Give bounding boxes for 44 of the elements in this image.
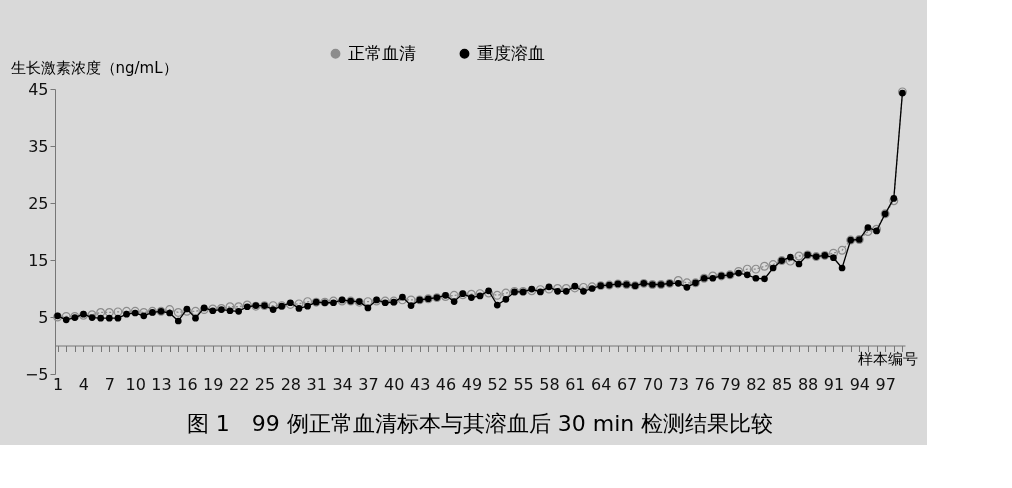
x-tick-label: 52 [487,374,508,394]
y-tick-label: −5 [24,364,49,384]
x-tick-label: 10 [125,374,146,394]
x-tick-label: 58 [539,374,560,394]
x-tick-label: 31 [306,374,327,394]
x-tick-label: 28 [280,374,302,394]
x-tick-label: 70 [642,374,664,394]
x-axis-title: 样本编号 [857,350,918,368]
x-tick-label: 64 [591,374,612,394]
x-tick-label: 34 [332,374,353,394]
x-tick-label: 85 [772,374,793,394]
y-tick-label: 35 [28,136,49,156]
x-tick-label: 97 [875,374,896,394]
x-tick-label: 25 [254,374,276,394]
y-axis-title: 生长激素浓度（ng/mL） [10,58,178,77]
x-tick-label: 91 [823,374,845,394]
x-tick-label: 73 [668,374,689,394]
y-tick-label: 45 [28,79,49,99]
x-tick-label: 37 [358,374,379,394]
x-tick-label: 55 [513,374,534,394]
x-tick-label: 40 [384,374,405,394]
x-tick-label: 94 [849,374,870,394]
legend-label: 重度溶血 [477,42,545,63]
x-tick-label: 16 [177,374,198,394]
x-tick-label: 1 [52,374,64,394]
x-tick-label: 46 [435,374,457,394]
x-tick-label: 19 [203,374,224,394]
x-tick-label: 76 [694,374,715,394]
x-tick-label: 7 [104,374,115,394]
legend-label: 正常血清 [348,42,416,63]
x-tick-label: 4 [78,374,90,394]
x-tick-label: 43 [409,374,431,394]
x-tick-label: 67 [616,374,638,394]
text: 图 1 99 例正常血清标本与其溶血后 30 min 检测结果比较 [186,411,774,436]
x-tick-label: 79 [720,374,741,394]
x-tick-label: 49 [461,374,483,394]
x-tick-label: 22 [228,374,250,394]
y-tick-label: 15 [28,250,49,270]
x-tick-label: 61 [565,374,586,394]
y-tick-label: 25 [28,193,49,213]
x-tick-label: 88 [797,374,819,394]
x-tick-label: 82 [746,374,767,394]
y-tick-label: 5 [38,307,49,327]
x-tick-label: 13 [151,374,172,394]
